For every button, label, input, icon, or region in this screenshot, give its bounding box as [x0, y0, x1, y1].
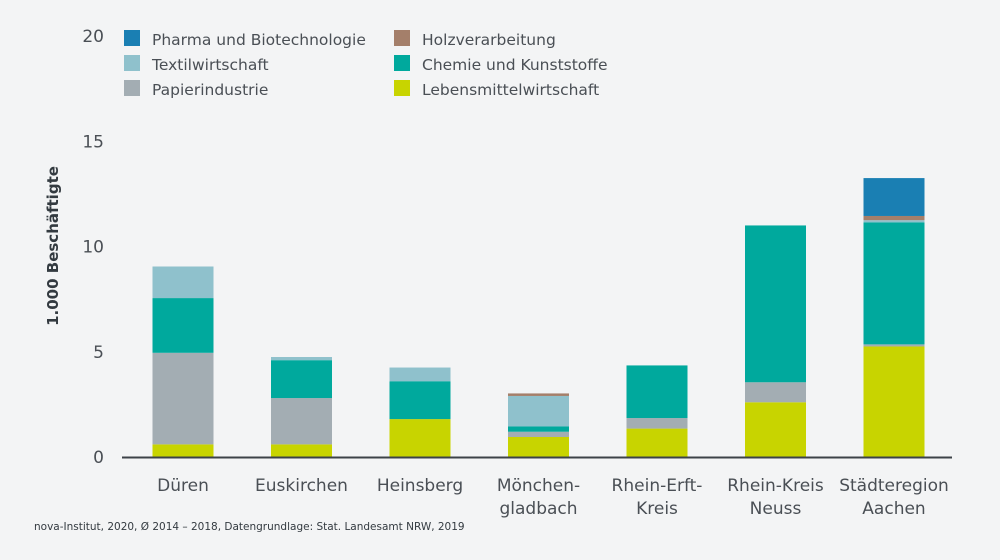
x-axis: Düren Euskirchen Heinsberg Mönchen-gladbach…	[122, 456, 952, 519]
x-tick-label: Kreis	[636, 499, 678, 519]
bar-segment	[863, 178, 925, 216]
bar-segment	[863, 346, 925, 457]
bar-segment	[389, 367, 451, 382]
legend-label: Chemie und Kunststoffe	[422, 56, 608, 74]
x-tick-label: gladbach	[499, 499, 577, 519]
legend-label: Papierindustrie	[152, 81, 268, 99]
bars	[152, 178, 925, 457]
x-tick-label: Heinsberg	[377, 476, 463, 496]
x-tick-label: Rhein-Kreis	[727, 476, 824, 496]
x-tick-label: Städteregion	[839, 476, 949, 496]
legend-swatch	[124, 55, 140, 71]
legend-swatch	[394, 30, 410, 46]
x-tick-label: Mönchen-	[497, 476, 580, 496]
legend-swatch	[124, 80, 140, 96]
bar-segment	[389, 381, 451, 420]
bar-segment	[152, 298, 214, 353]
legend-label: Pharma und Biotechnologie	[152, 31, 366, 49]
y-tick-label: 0	[93, 448, 104, 468]
y-tick-label: 15	[82, 132, 104, 152]
bar-segment	[745, 225, 806, 383]
x-tick-label: Aachen	[862, 499, 925, 519]
bar-segment	[508, 431, 569, 438]
x-tick-label: Düren	[157, 476, 209, 496]
bar-segment	[626, 428, 688, 457]
bar-segment	[152, 444, 214, 457]
bar-segment	[863, 222, 925, 345]
bar-segment	[152, 266, 214, 299]
bar-segment	[271, 398, 332, 445]
bar-segment	[508, 437, 569, 457]
y-axis-label: 1.000 Beschäftigte	[44, 166, 62, 326]
legend: Pharma und Biotechnologie Textilwirtschaf…	[124, 30, 608, 99]
y-tick-label: 10	[82, 238, 104, 258]
legend-label: Lebensmittelwirtschaft	[422, 81, 599, 99]
legend-swatch	[124, 30, 140, 46]
bar-segment	[508, 393, 569, 396]
bar-segment	[626, 365, 688, 419]
bar-segment	[863, 215, 925, 221]
bar-segment	[152, 352, 214, 445]
legend-label: Holzverarbeitung	[422, 31, 556, 49]
bar-segment	[508, 395, 569, 427]
bar-segment	[626, 418, 688, 429]
bar-segment	[389, 419, 451, 457]
bar-segment	[508, 426, 569, 432]
bar-segment	[863, 344, 925, 347]
legend-label: Textilwirtschaft	[151, 56, 269, 74]
source-note: nova-Institut, 2020, Ø 2014 – 2018, Date…	[34, 521, 465, 533]
y-tick-label: 20	[82, 27, 104, 47]
x-tick-label: Rhein-Erft-	[612, 476, 703, 496]
bar-segment	[745, 402, 806, 457]
legend-swatch	[394, 80, 410, 96]
bar-segment	[271, 357, 332, 361]
x-tick-label: Euskirchen	[255, 476, 348, 496]
bar-segment	[271, 444, 332, 457]
y-axis: 0 5 10 15 20	[82, 27, 104, 468]
x-tick-label: Neuss	[750, 499, 802, 519]
bar-segment	[745, 382, 806, 403]
legend-swatch	[394, 55, 410, 71]
y-tick-label: 5	[93, 343, 104, 363]
bar-segment	[863, 220, 925, 223]
bar-segment	[271, 360, 332, 399]
